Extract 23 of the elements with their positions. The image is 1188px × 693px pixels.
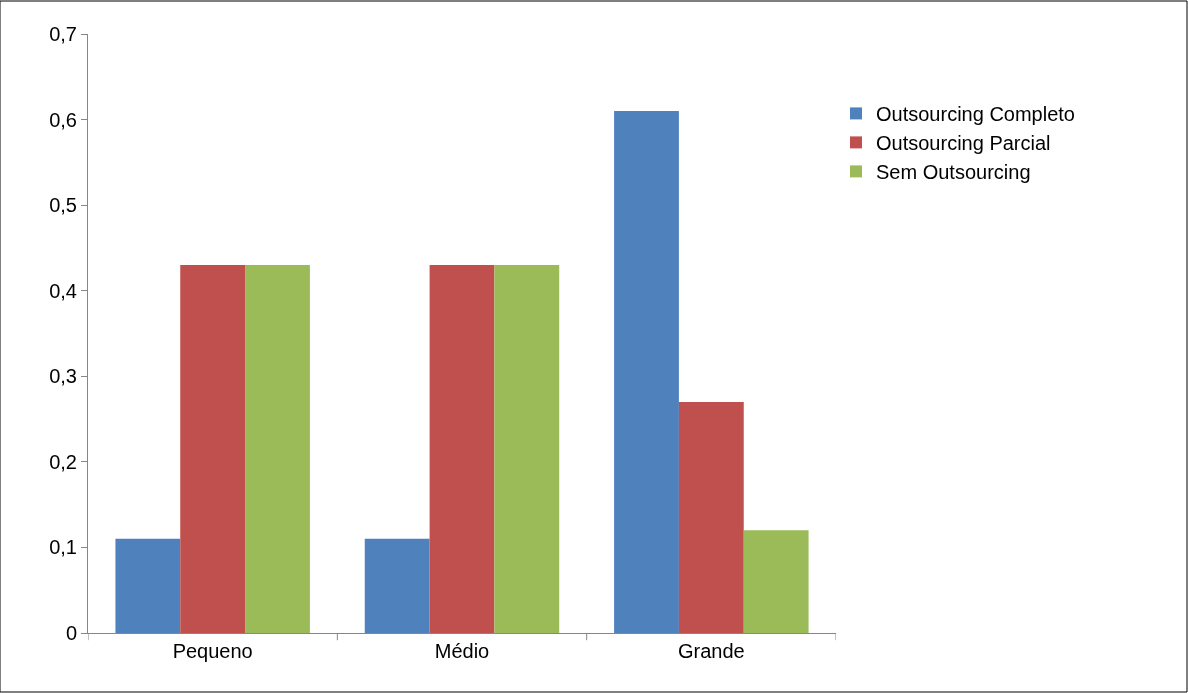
bar <box>743 530 809 633</box>
y-tick-label: 0,4 <box>49 279 77 302</box>
bar <box>614 111 679 633</box>
legend-label: Outsourcing Parcial <box>876 132 1051 155</box>
y-tick-label: 0,2 <box>49 450 77 473</box>
y-tick-label: 0,3 <box>49 365 77 388</box>
bar <box>115 538 181 633</box>
x-tick-label: Grande <box>677 640 745 662</box>
bar <box>245 265 310 633</box>
x-tick-label: Médio <box>434 640 490 662</box>
x-tick-label: Pequeno <box>172 640 253 662</box>
y-tick-label: 0,6 <box>49 108 77 131</box>
y-tick-label: 0,1 <box>49 536 77 559</box>
bar <box>429 265 495 633</box>
y-tick-label: 0,5 <box>49 194 77 217</box>
bar <box>678 401 744 633</box>
bar <box>364 538 430 633</box>
y-tick-label: 0 <box>65 622 77 644</box>
y-tick-label: 0,7 <box>49 23 77 45</box>
legend-label: Sem Outsourcing <box>876 161 1031 184</box>
bar <box>494 265 560 633</box>
bar <box>180 265 246 633</box>
legend-label: Outsourcing Completo <box>876 103 1075 126</box>
